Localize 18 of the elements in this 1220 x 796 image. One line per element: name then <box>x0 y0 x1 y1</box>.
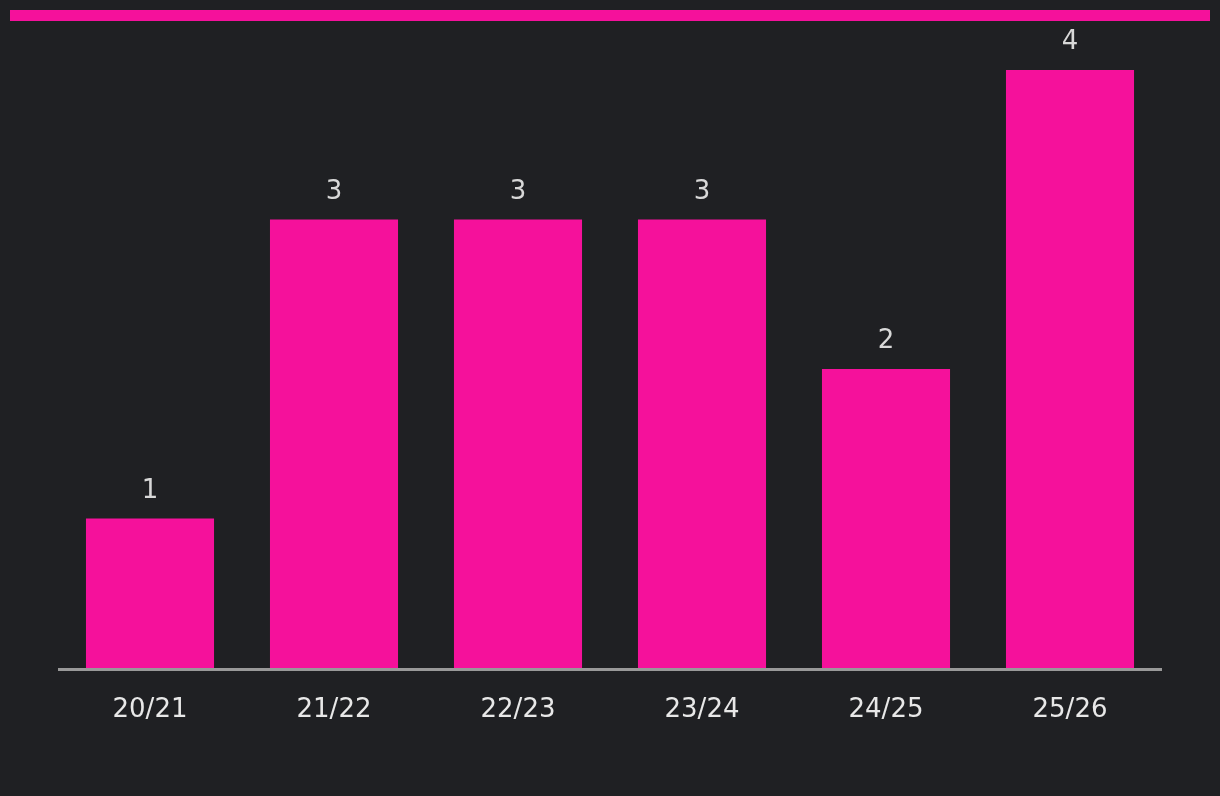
x-tick-label: 22/23 <box>480 693 556 723</box>
x-tick-label: 21/22 <box>296 693 372 723</box>
bar <box>637 219 767 668</box>
data-label: 3 <box>509 174 527 205</box>
bar <box>269 219 399 668</box>
data-label: 3 <box>325 174 343 205</box>
bar <box>85 518 215 668</box>
x-tick-label: 25/26 <box>1032 693 1108 723</box>
bar <box>1005 70 1135 668</box>
data-label: 3 <box>693 174 711 205</box>
bar <box>453 219 583 668</box>
data-label: 1 <box>141 473 159 504</box>
data-label: 4 <box>1061 25 1079 55</box>
x-tick-label: 23/24 <box>664 693 740 723</box>
bar <box>821 369 951 668</box>
x-tick-label: 24/25 <box>848 693 924 723</box>
x-tick-label: 20/21 <box>112 693 188 723</box>
data-label: 2 <box>877 324 895 354</box>
